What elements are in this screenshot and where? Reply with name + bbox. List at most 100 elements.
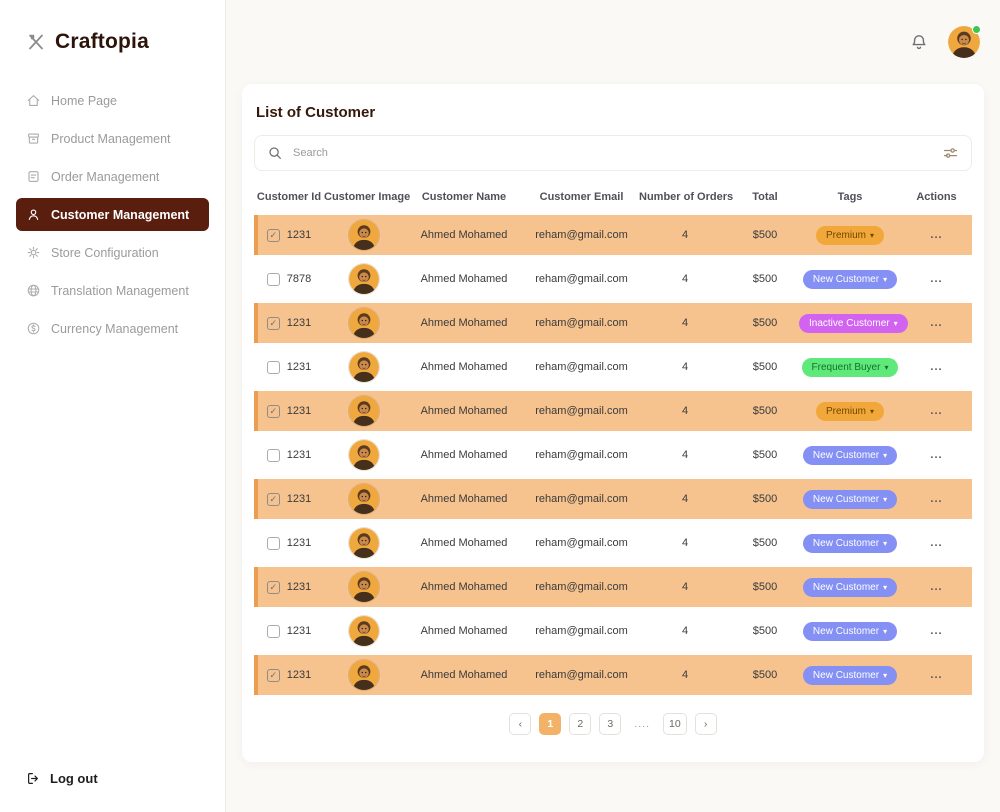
- tag-dropdown[interactable]: New Customer ▾: [802, 533, 898, 553]
- row-checkbox[interactable]: [266, 448, 280, 462]
- chevron-down-icon: ▾: [870, 230, 875, 240]
- tag-dropdown[interactable]: Premium ▾: [815, 225, 885, 245]
- logout-button[interactable]: Log out: [0, 771, 225, 786]
- logout-label: Log out: [50, 771, 98, 786]
- tag-label: Inactive Customer: [809, 317, 890, 329]
- row-actions-button[interactable]: ...: [930, 317, 943, 329]
- total-amount: $500: [752, 493, 778, 505]
- sidebar-item-order-management[interactable]: Order Management: [16, 160, 209, 193]
- customer-email: reham@gmail.com: [535, 273, 628, 285]
- customer-name: Ahmed Mohamed: [420, 669, 508, 681]
- row-actions-button[interactable]: ...: [930, 273, 943, 285]
- orders-count: 4: [681, 581, 689, 593]
- sidebar-item-label: Translation Management: [51, 283, 189, 298]
- row-actions-button[interactable]: ...: [930, 405, 943, 417]
- row-checkbox[interactable]: [266, 404, 280, 418]
- column-header: Total: [752, 191, 778, 203]
- orders-count: 4: [681, 493, 689, 505]
- tag-dropdown[interactable]: New Customer ▾: [802, 269, 898, 289]
- row-actions-button[interactable]: ...: [930, 493, 943, 505]
- row-checkbox[interactable]: [266, 316, 280, 330]
- orders-count: 4: [681, 449, 689, 461]
- row-checkbox[interactable]: [266, 668, 280, 682]
- table-row: 7878 Ahmed Mohamed reham@gmail.com 4 $50…: [254, 257, 972, 301]
- row-actions-button[interactable]: ...: [930, 581, 943, 593]
- customer-email: reham@gmail.com: [535, 405, 628, 417]
- column-header: Customer Email: [539, 191, 624, 203]
- sidebar-item-product-management[interactable]: Product Management: [16, 122, 209, 155]
- row-actions-button[interactable]: ...: [930, 669, 943, 681]
- customer-id: 1231: [286, 449, 312, 461]
- row-actions-button[interactable]: ...: [930, 361, 943, 373]
- table-body: 1231 Ahmed Mohamed reham@gmail.com 4 $50…: [254, 213, 972, 697]
- row-actions-button[interactable]: ...: [930, 229, 943, 241]
- orders-count: 4: [681, 625, 689, 637]
- customer-id: 1231: [286, 625, 312, 637]
- tag-dropdown[interactable]: New Customer ▾: [802, 665, 898, 685]
- customer-email: reham@gmail.com: [535, 581, 628, 593]
- tag-dropdown[interactable]: Inactive Customer ▾: [799, 313, 908, 333]
- customer-id: 1231: [286, 229, 312, 241]
- column-header: Tags: [837, 191, 863, 203]
- avatar-image: [948, 26, 980, 58]
- sidebar-item-store-configuration[interactable]: Store Configuration: [16, 236, 209, 269]
- customer-avatar: [349, 220, 379, 250]
- row-checkbox[interactable]: [266, 360, 280, 374]
- brand: Craftopia: [0, 30, 225, 84]
- customer-avatar: [349, 616, 379, 646]
- pagination-page[interactable]: 10: [662, 713, 687, 735]
- search-input[interactable]: [293, 147, 932, 159]
- customer-avatar: [349, 440, 379, 470]
- customer-id: 1231: [286, 493, 312, 505]
- sidebar-item-customer-management[interactable]: Customer Management: [16, 198, 209, 231]
- pagination-next[interactable]: ›: [694, 713, 717, 735]
- table-row: 1231 Ahmed Mohamed reham@gmail.com 4 $50…: [254, 565, 972, 609]
- pagination-page[interactable]: 3: [599, 713, 622, 735]
- row-checkbox[interactable]: [266, 228, 280, 242]
- customer-name: Ahmed Mohamed: [420, 625, 508, 637]
- row-checkbox[interactable]: [266, 624, 280, 638]
- pagination-prev[interactable]: ‹: [509, 713, 532, 735]
- chevron-down-icon: ▾: [883, 538, 888, 548]
- currency-dollar-icon: [27, 322, 40, 335]
- row-actions-button[interactable]: ...: [930, 625, 943, 637]
- customer-avatar: [349, 660, 379, 690]
- row-checkbox[interactable]: [266, 580, 280, 594]
- total-amount: $500: [752, 537, 778, 549]
- row-checkbox[interactable]: [266, 536, 280, 550]
- customer-name: Ahmed Mohamed: [420, 229, 508, 241]
- customer-id: 1231: [286, 537, 312, 549]
- tag-dropdown[interactable]: Frequent Buyer ▾: [801, 357, 899, 377]
- sidebar-item-translation-management[interactable]: Translation Management: [16, 274, 209, 307]
- online-status-dot: [972, 25, 981, 34]
- customer-email: reham@gmail.com: [535, 317, 628, 329]
- tag-dropdown[interactable]: Premium ▾: [815, 401, 885, 421]
- tag-label: New Customer: [812, 273, 880, 285]
- tag-dropdown[interactable]: New Customer ▾: [802, 621, 898, 641]
- row-checkbox[interactable]: [266, 272, 280, 286]
- user-avatar[interactable]: [948, 25, 981, 58]
- sidebar: Craftopia Home Page Product Management O…: [0, 0, 226, 812]
- tag-dropdown[interactable]: New Customer ▾: [802, 445, 898, 465]
- pagination-page[interactable]: 1: [539, 713, 562, 735]
- customer-name: Ahmed Mohamed: [420, 361, 508, 373]
- brand-name: Craftopia: [55, 30, 149, 53]
- total-amount: $500: [752, 625, 778, 637]
- column-header: Number of Orders: [639, 191, 734, 203]
- tag-dropdown[interactable]: New Customer ▾: [802, 489, 898, 509]
- tag-dropdown[interactable]: New Customer ▾: [802, 577, 898, 597]
- row-actions-button[interactable]: ...: [930, 537, 943, 549]
- orders-count: 4: [681, 405, 689, 417]
- filter-sliders-icon[interactable]: [942, 145, 959, 162]
- total-amount: $500: [752, 669, 778, 681]
- sidebar-item-home-page[interactable]: Home Page: [16, 84, 209, 117]
- notifications-button[interactable]: [910, 33, 928, 51]
- row-actions-button[interactable]: ...: [930, 449, 943, 461]
- column-header: Customer Id: [256, 191, 322, 203]
- topbar: [240, 0, 986, 84]
- crossed-utensils-icon: [29, 34, 43, 50]
- table-row: 1231 Ahmed Mohamed reham@gmail.com 4 $50…: [254, 609, 972, 653]
- sidebar-item-currency-management[interactable]: Currency Management: [16, 312, 209, 345]
- row-checkbox[interactable]: [266, 492, 280, 506]
- pagination-page[interactable]: 2: [569, 713, 592, 735]
